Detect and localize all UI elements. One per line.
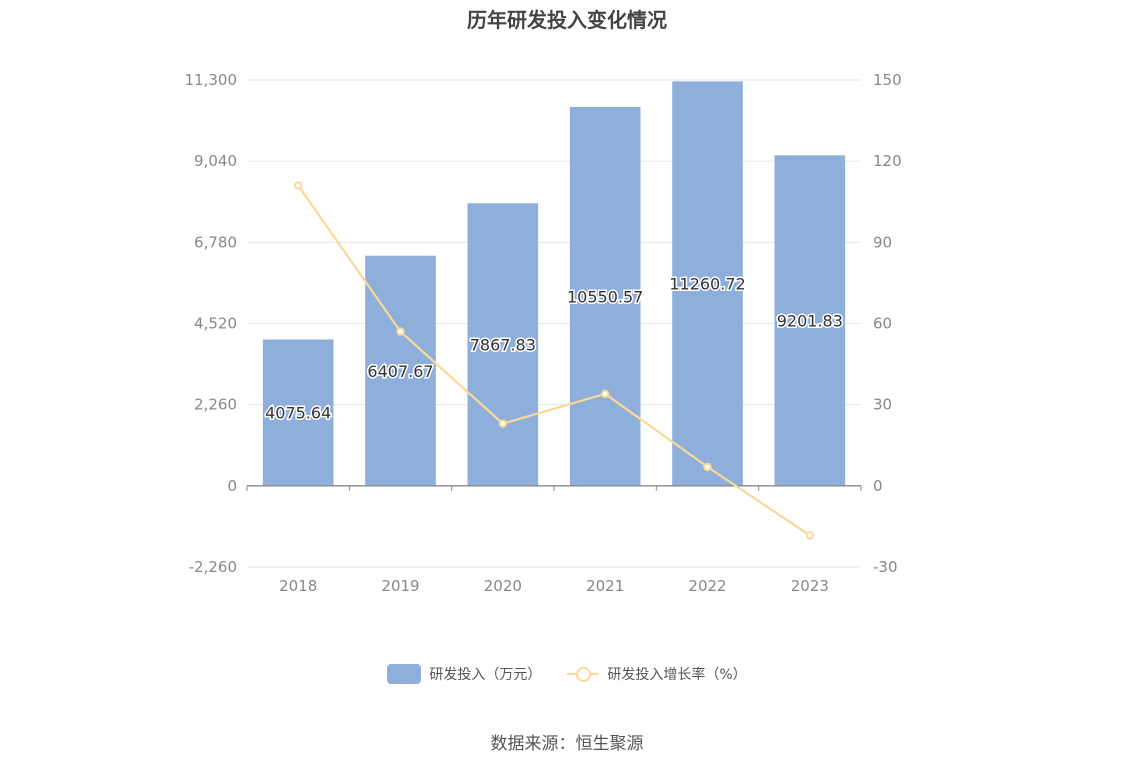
y-left-tick-label: 9,040 <box>194 152 237 170</box>
chart-legend: 研发投入（万元） 研发投入增长率（%） <box>0 664 1134 684</box>
growth-point-2020 <box>498 419 508 428</box>
source-note: 数据来源：恒生聚源 <box>490 734 644 754</box>
x-tick-label: 2018 <box>279 577 317 595</box>
x-tick-label: 2021 <box>586 577 624 595</box>
legend-label-line: 研发投入增长率（%） <box>607 667 747 683</box>
bar-2020 <box>467 203 539 486</box>
growth-point-2023 <box>805 531 815 540</box>
x-tick-label: 2022 <box>688 577 726 595</box>
bar-data-label: 10550.57 <box>567 287 643 306</box>
legend-item-line[interactable]: 研发投入增长率（%） <box>567 664 747 684</box>
bar-data-label: 4075.64 <box>265 404 331 423</box>
y-right-tick-label: 60 <box>873 315 892 333</box>
y-left-tick-label: -2,260 <box>189 558 237 576</box>
bar-2019 <box>365 255 436 486</box>
y-right-tick-label: 30 <box>873 396 892 414</box>
y-right-tick-label: 150 <box>873 71 902 89</box>
legend-line-swatch <box>567 664 600 684</box>
x-tick-label: 2020 <box>484 577 522 595</box>
legend-item-bar[interactable]: 研发投入（万元） <box>387 664 541 684</box>
x-tick-label: 2023 <box>791 577 829 595</box>
chart-title: 历年研发投入变化情况 <box>467 8 667 32</box>
bar-2023 <box>774 155 846 486</box>
y-right-tick-label: 120 <box>873 152 902 170</box>
bar-data-label: 9201.83 <box>777 312 843 331</box>
y-right-tick-label: 90 <box>873 233 892 251</box>
y-left-tick-label: 11,300 <box>185 71 238 89</box>
bar-data-label: 11260.72 <box>669 275 745 294</box>
x-tick-label: 2019 <box>381 577 419 595</box>
y-left-tick-label: 4,520 <box>194 315 237 333</box>
y-right-tick-label: 0 <box>873 477 883 495</box>
bar-2021 <box>569 106 641 486</box>
growth-line <box>297 184 811 537</box>
growth-point-2021 <box>600 389 610 399</box>
y-left-tick-label: 2,260 <box>194 396 237 414</box>
y-left-tick-label: 6,780 <box>194 233 237 251</box>
bar-2018 <box>262 339 334 486</box>
legend-line-marker <box>576 667 592 682</box>
y-right-tick-label: -30 <box>873 558 898 576</box>
growth-point-2019 <box>396 327 405 336</box>
y-left-tick-label: 0 <box>227 477 237 495</box>
bar-data-label: 6407.67 <box>367 362 433 381</box>
legend-label-bar: 研发投入（万元） <box>429 667 542 683</box>
growth-point-2018 <box>293 181 303 190</box>
bar-data-label: 7867.83 <box>470 336 536 355</box>
bar-2022 <box>672 81 743 486</box>
legend-bar-swatch <box>387 664 422 684</box>
growth-point-2022 <box>703 462 712 472</box>
